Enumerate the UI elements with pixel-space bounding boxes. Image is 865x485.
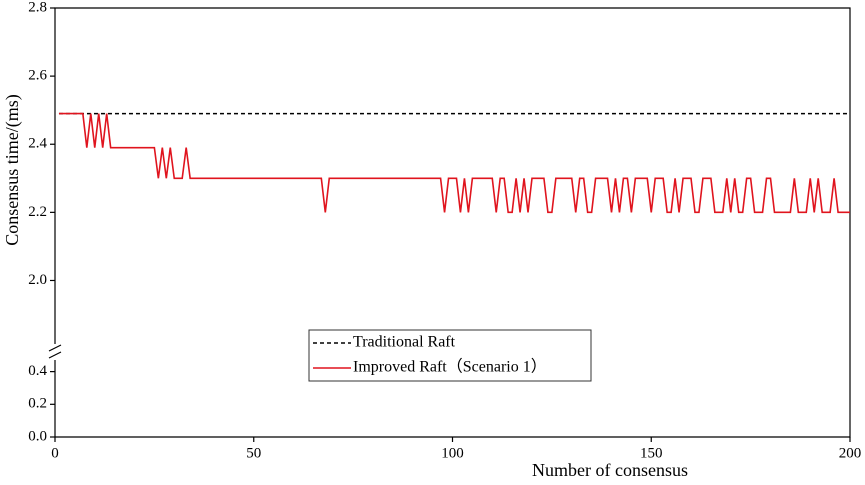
axis-frame [54, 7, 851, 438]
y-tick-label: 0.2 [28, 396, 47, 412]
x-axis-title: Number of consensus [532, 460, 688, 480]
y-tick-label: 2.4 [28, 136, 47, 152]
x-tick-label: 150 [640, 445, 663, 461]
y-tick-label: 2.0 [28, 272, 47, 288]
legend-label: Improved Raft（Scenario 1） [353, 358, 547, 376]
y-tick-label: 2.2 [28, 204, 47, 220]
y-tick-label: 2.6 [28, 68, 47, 84]
y-tick-label: 2.8 [28, 0, 47, 15]
series-line [58, 112, 850, 214]
axis-break [48, 344, 62, 359]
x-tick-label: 200 [839, 445, 862, 461]
legend-box [308, 329, 592, 382]
x-tick-label: 100 [441, 445, 464, 461]
y-tick-label: 0.0 [28, 428, 47, 444]
y-axis-title: Consensus time/(ms) [2, 94, 23, 246]
y-tick-label: 0.4 [28, 363, 47, 379]
x-tick-label: 0 [51, 445, 59, 461]
x-tick-label: 50 [246, 445, 261, 461]
legend-label: Traditional Raft [353, 334, 456, 351]
